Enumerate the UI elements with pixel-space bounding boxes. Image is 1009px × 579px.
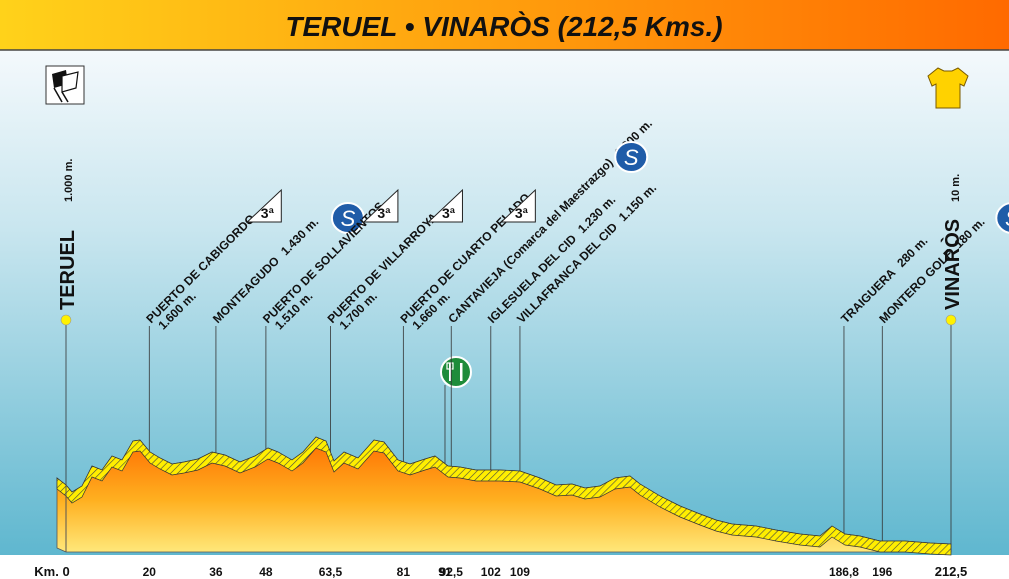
finish-marker-dot xyxy=(945,314,957,326)
start-elevation: 1.000 m. xyxy=(63,159,75,202)
title-bar xyxy=(0,0,1009,50)
km-axis-band xyxy=(0,555,1009,579)
sprint-s-icon: S xyxy=(330,202,365,234)
climb-category-badge-puerto-de-cuarto-pelado: 3ª xyxy=(500,188,536,223)
climb-category-puerto-de-cabigordo: 3ª xyxy=(261,205,275,221)
km-label-monteagudo: 36 xyxy=(209,565,223,579)
start-marker-dot xyxy=(60,314,72,326)
start-km-label: Km. 0 xyxy=(34,564,69,579)
finish-elevation: 10 m. xyxy=(950,174,962,202)
km-label-puerto-de-villarroya: 63,5 xyxy=(319,565,343,579)
sprint-letter-cantavieja-comarca-del-maestrazgo: S xyxy=(624,145,639,170)
km-label-villafranca-del-cid: 109 xyxy=(510,565,530,579)
km-label-puerto-de-cuarto-pelado: 81 xyxy=(397,565,411,579)
km-label-traiguera: 186,8 xyxy=(829,565,859,579)
km-label-montero-golf: 196 xyxy=(872,565,892,579)
climb-category-puerto-de-cuarto-pelado: 3ª xyxy=(515,205,529,221)
climb-category-puerto-de-sollavientos: 3ª xyxy=(377,205,391,221)
km-label-iglesuela-del-cid: 102 xyxy=(481,565,501,579)
feed-zone-cutlery-icon xyxy=(439,356,472,388)
finish-km-label: 212,5 xyxy=(935,564,968,579)
sprint-letter-monteagudo: S xyxy=(341,206,356,231)
stage-title: TERUEL • VINARÒS (212,5 Kms.) xyxy=(285,11,722,42)
sprint-letter-montero-golf: S xyxy=(1005,206,1009,231)
km-label-feed-zone: 91 xyxy=(438,565,452,579)
km-label-puerto-de-cabigordo: 20 xyxy=(143,565,157,579)
start-name: TERUEL xyxy=(57,230,79,310)
checkered-flags-icon xyxy=(45,65,85,105)
elevation-profile xyxy=(56,436,952,556)
finish-name: VINARÒS xyxy=(940,219,964,310)
sprint-s-icon: S xyxy=(614,141,649,173)
climb-category-badge-puerto-de-cabigordo: 3ª xyxy=(246,188,282,223)
yellow-jersey-icon xyxy=(927,67,969,109)
climb-category-badge-puerto-de-villarroya: 3ª xyxy=(427,188,463,223)
sprint-s-icon: S xyxy=(995,202,1009,234)
climb-category-puerto-de-villarroya: 3ª xyxy=(442,205,456,221)
climb-category-badge-puerto-de-sollavientos: 3ª xyxy=(362,188,399,223)
km-label-cantavieja-comarca-del-maestrazgo: 92,5 xyxy=(440,565,464,579)
km-label-puerto-de-sollavientos: 48 xyxy=(259,565,273,579)
